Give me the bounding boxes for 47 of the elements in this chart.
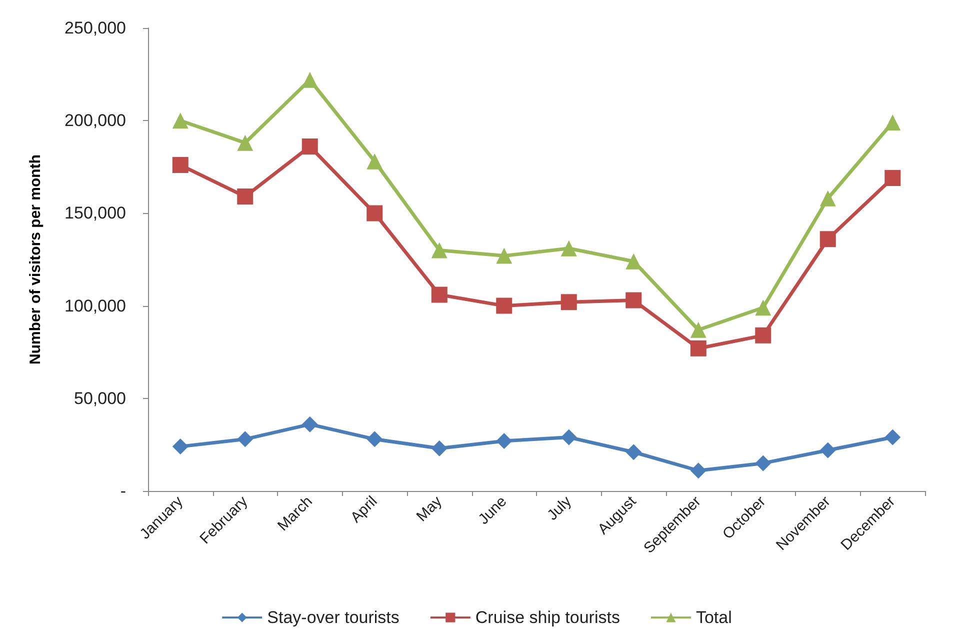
- point: [884, 114, 901, 130]
- x-tick-label: July: [544, 492, 576, 524]
- point: [237, 431, 254, 448]
- point: [560, 240, 577, 256]
- legend-label: Cruise ship tourists: [475, 608, 620, 627]
- point: [560, 294, 577, 310]
- point: [755, 327, 772, 344]
- point: [366, 205, 383, 222]
- point: [496, 248, 512, 264]
- point: [755, 455, 772, 472]
- y-tick-label: 100,000: [64, 296, 126, 316]
- y-tick-label: 50,000: [74, 388, 126, 408]
- point: [820, 442, 836, 458]
- legend-label: Stay-over tourists: [267, 608, 400, 627]
- point: [884, 170, 901, 186]
- point: [496, 298, 512, 314]
- point: [172, 157, 188, 174]
- point: [172, 112, 188, 129]
- x-tick-label: May: [413, 492, 446, 526]
- point: [626, 292, 642, 308]
- point: [237, 188, 254, 205]
- y-tick-label: 200,000: [64, 111, 126, 130]
- point: [302, 138, 318, 155]
- point: [366, 153, 383, 170]
- point: [755, 300, 772, 316]
- y-tick-label: 250,000: [64, 18, 126, 38]
- point: [496, 432, 512, 449]
- point: [431, 440, 448, 456]
- point: [431, 286, 448, 303]
- point: [626, 444, 642, 460]
- point: [172, 438, 188, 455]
- point: [237, 134, 254, 151]
- point: [690, 462, 706, 479]
- legend-label: Total: [696, 608, 732, 627]
- point: [884, 429, 901, 446]
- y-tick-label: -: [120, 482, 126, 500]
- point: [820, 190, 836, 206]
- y-axis-title: Number of visitors per month: [27, 154, 44, 365]
- point: [820, 231, 836, 248]
- y-tick-label: 150,000: [64, 204, 126, 223]
- point: [560, 429, 577, 446]
- point: [302, 416, 318, 432]
- point: [366, 431, 383, 448]
- point: [626, 253, 642, 270]
- point: [690, 340, 706, 356]
- point: [431, 242, 448, 258]
- point: [690, 322, 706, 338]
